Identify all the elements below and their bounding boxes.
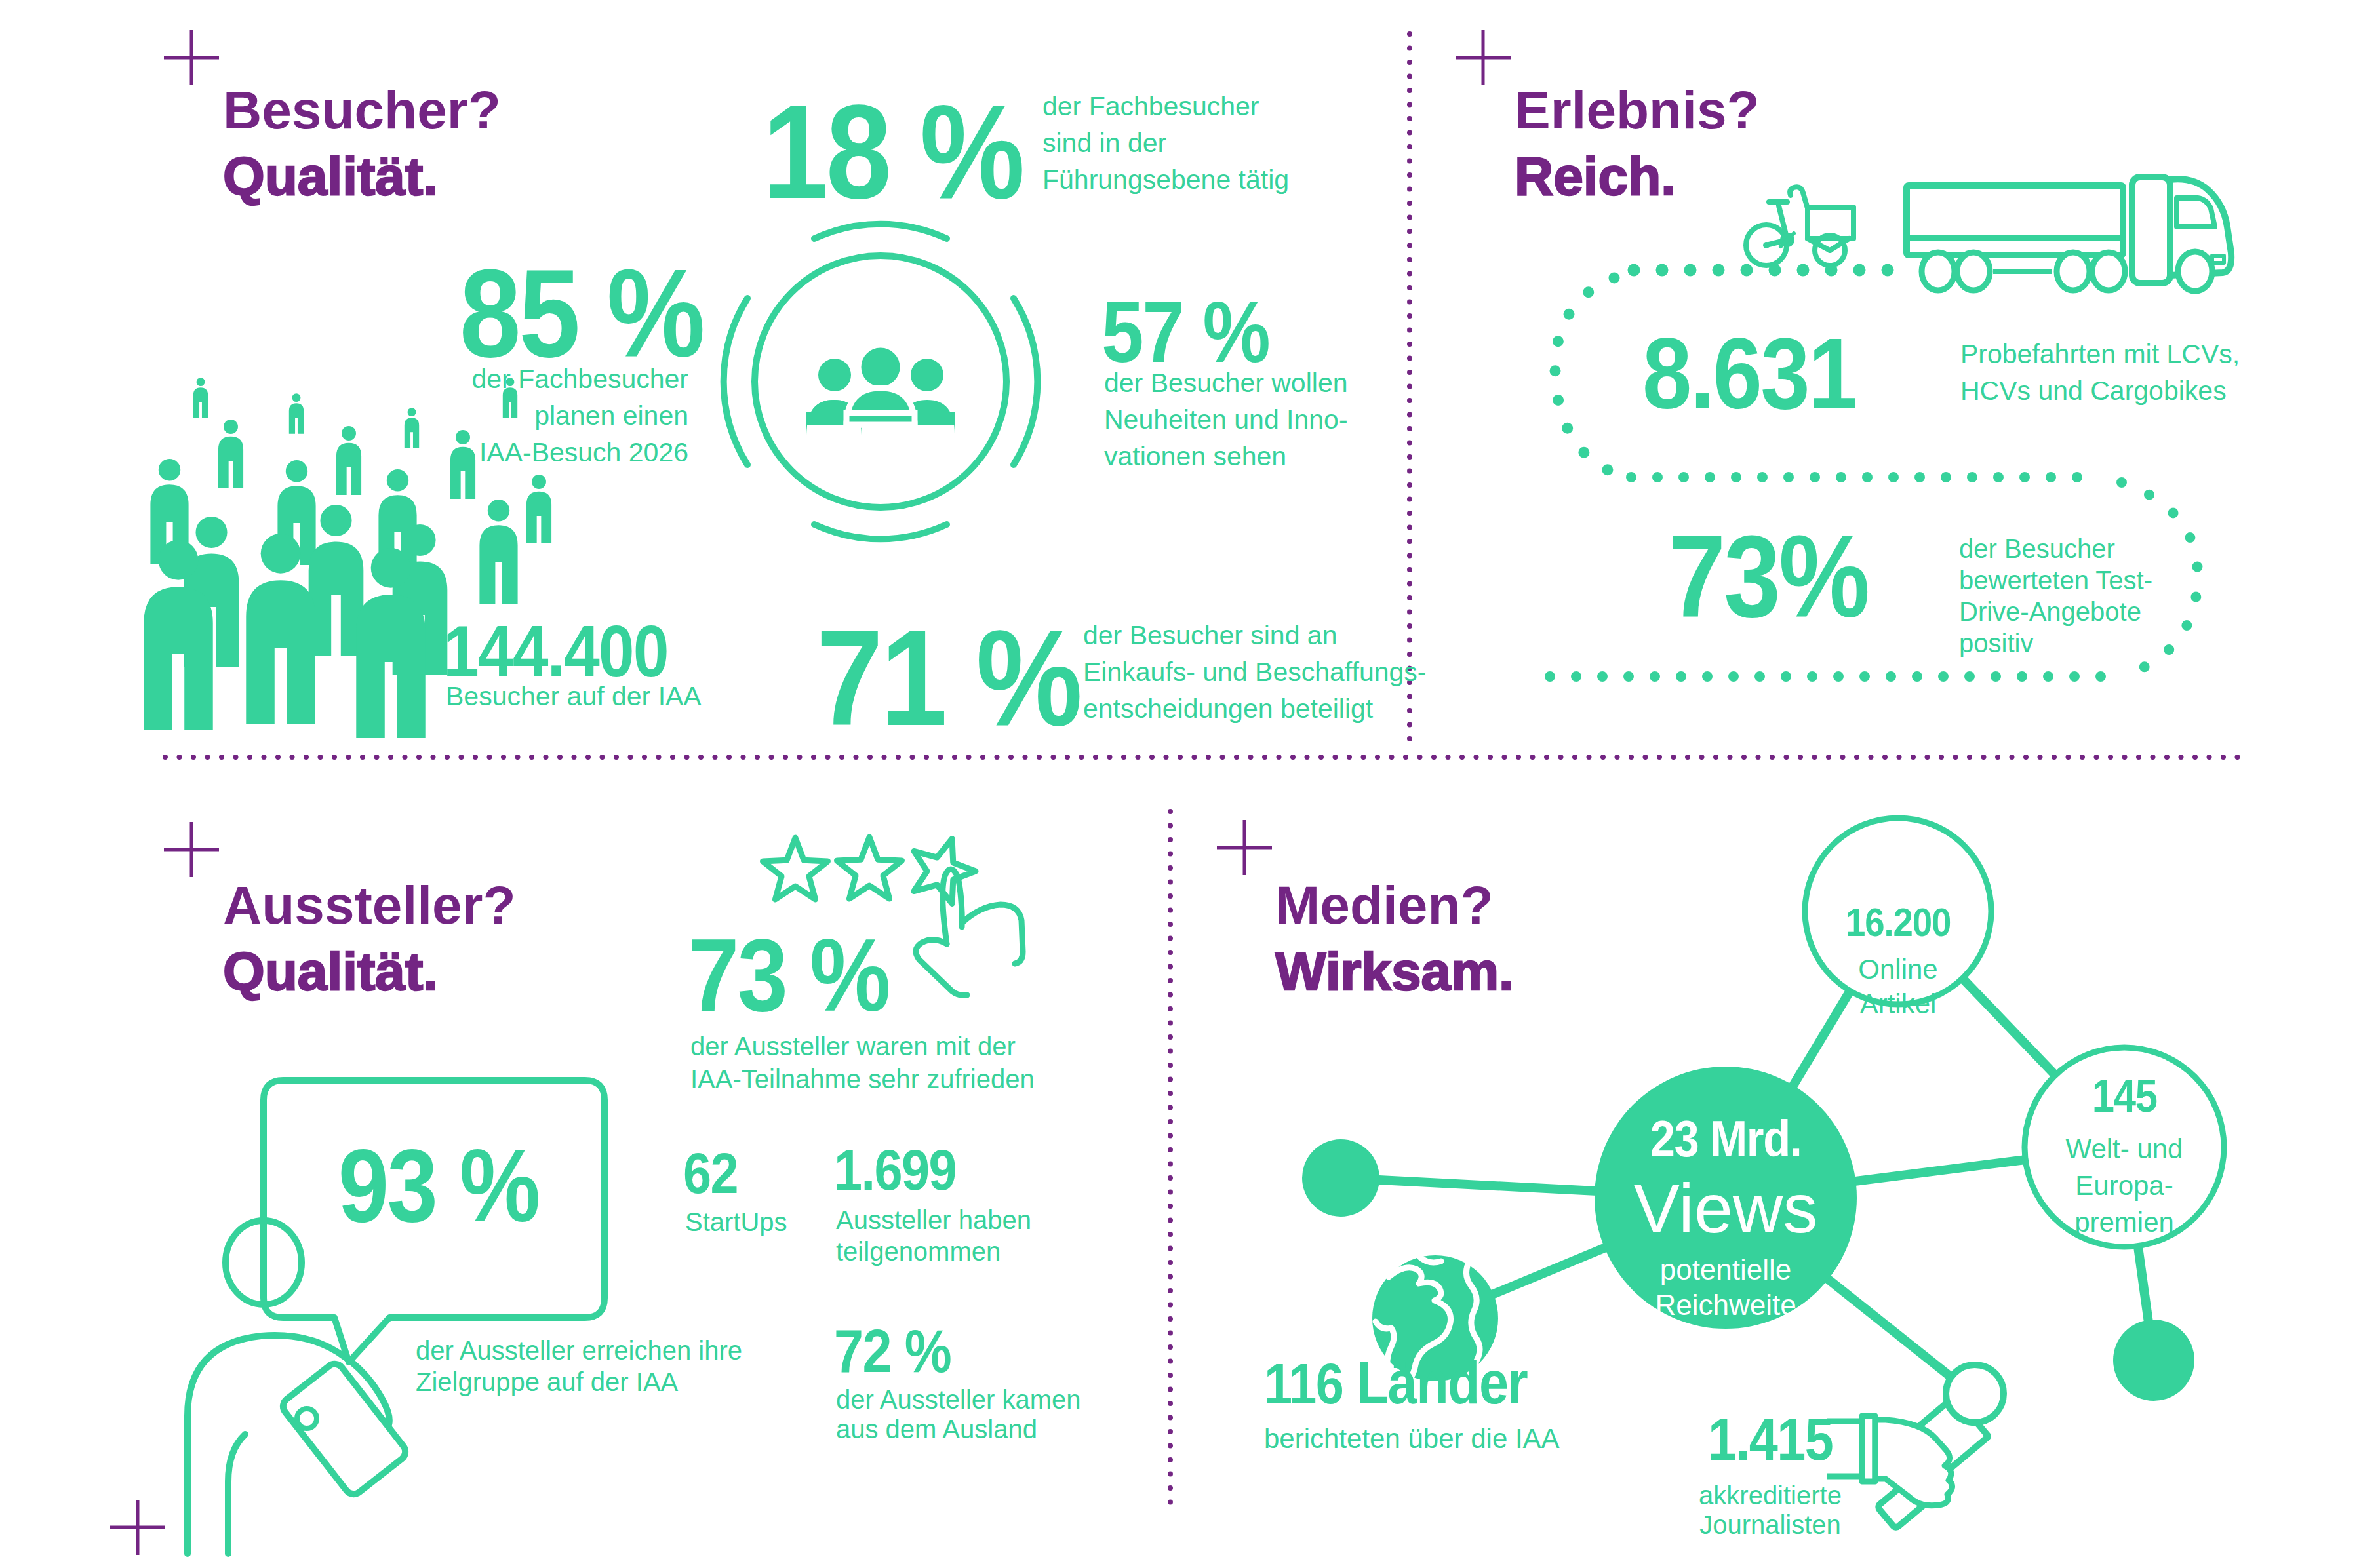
premieres-value: 145 <box>2091 1073 2156 1119</box>
visitors-section-title: Besucher? Qualität. <box>223 77 501 209</box>
stat-target-group-value: 93 % <box>338 1133 539 1237</box>
stat-target-group: 93 % <box>325 1133 547 1237</box>
section-answer: Qualität. <box>223 143 501 209</box>
stat-total-visitors-desc: Besucher auf der IAA <box>446 678 702 715</box>
network-node-dot <box>1302 1139 1379 1217</box>
stat-purchasing-value: 71 % <box>816 610 1080 746</box>
countries-value: 116 <box>1264 1355 1343 1413</box>
stat-satisfied-desc: der Aussteller waren mit der IAA-Teilnah… <box>690 1030 1035 1095</box>
stat-purchasing-desc: der Besucher sind an Einkaufs- und Besch… <box>1083 617 1426 727</box>
online-articles-value: 16.200 <box>1846 902 1951 943</box>
section-question: Aussteller? <box>223 872 516 938</box>
stat-leaders-desc: der Fachbesucher sind in der Führungsebe… <box>1042 88 1289 198</box>
stat-satisfied-value: 73 % <box>688 923 889 1027</box>
stat-startups-desc: StartUps <box>685 1206 787 1238</box>
countries-text: 116 Länder berichteten über die IAA <box>1264 1344 1560 1455</box>
plus-icon <box>110 1500 165 1555</box>
person-tablet-icon <box>188 1221 409 1554</box>
stat-total-exhibitors-value: 1.699 <box>834 1141 956 1199</box>
views-desc: potentielle Reichweite <box>1595 1252 1857 1323</box>
journalists-value: 1.415 <box>1708 1410 1833 1469</box>
network-node-dot <box>2113 1320 2194 1401</box>
stat-plan2026: 85 % <box>426 250 688 376</box>
stat-plan2026-value: 85 % <box>460 250 704 376</box>
plus-icon <box>164 822 219 877</box>
section-answer: Reich. <box>1515 143 1760 209</box>
plus-icon <box>164 30 219 85</box>
infographic-page: Besucher? Qualität. 18 % der Fachbesuche… <box>0 0 2359 1568</box>
online-articles-desc: Online Artikel <box>1806 952 1990 1021</box>
section-answer: Qualität. <box>223 938 516 1004</box>
stat-innovations-desc: der Besucher wollen Neuheiten und Inno- … <box>1104 364 1348 475</box>
premieres-text: 145 Welt- und Europa- premien <box>2032 1073 2216 1241</box>
cargo-bike-icon <box>1746 187 1854 265</box>
section-question: Besucher? <box>223 77 501 143</box>
media-section-title: Medien? Wirksam. <box>1275 872 1514 1004</box>
stat-leaders-value: 18 % <box>763 84 1023 218</box>
background-graphics <box>0 0 2359 1568</box>
stat-innovations-value: 57 % <box>1101 289 1269 376</box>
stat-total-exhibitors-desc: Aussteller haben teilgenommen <box>836 1204 1031 1267</box>
stat-foreign-desc: der Aussteller kamen aus dem Ausland <box>836 1385 1081 1444</box>
section-question: Erlebnis? <box>1515 77 1760 143</box>
section-answer: Wirksam. <box>1275 938 1514 1004</box>
stat-testdrive-positive-value: 73% <box>1669 519 1868 635</box>
truck-icon <box>1907 177 2231 291</box>
stat-testdrive-positive-desc: der Besucher bewerteten Test- Drive-Ange… <box>1959 533 2152 659</box>
stat-target-group-desc: der Aussteller erreichen ihre Zielgruppe… <box>416 1335 742 1398</box>
stat-foreign-value: 72 % <box>834 1321 951 1381</box>
premieres-desc: Welt- und Europa- premien <box>2032 1131 2216 1241</box>
stat-startups-value: 62 <box>683 1145 738 1202</box>
journalists-text: 1.415 akkreditierte Journalisten <box>1665 1410 1875 1540</box>
audience-circle-icon <box>724 224 1038 539</box>
countries-label: Länder <box>1357 1352 1527 1413</box>
views-bubble-text: 23 Mrd. Views potentielle Reichweite <box>1595 1113 1857 1323</box>
stat-testdrives-desc: Probefahrten mit LCVs, HCVs und Cargobik… <box>1960 336 2240 409</box>
stat-testdrives-value: 8.631 <box>1642 323 1856 424</box>
online-articles-text: 16.200 Online Artikel <box>1806 902 1990 1021</box>
journalists-desc: akkreditierte Journalisten <box>1665 1481 1875 1540</box>
views-value: 23 Mrd. <box>1650 1113 1802 1164</box>
section-question: Medien? <box>1275 872 1514 938</box>
stat-plan2026-desc: der Fachbesucher planen einen IAA-Besuch… <box>426 361 688 471</box>
views-label: Views <box>1595 1173 1857 1243</box>
plus-icon <box>1456 30 1511 85</box>
plus-icon <box>1217 820 1272 875</box>
plus-markers <box>110 30 1511 1555</box>
exhibitors-section-title: Aussteller? Qualität. <box>223 872 516 1004</box>
experience-section-title: Erlebnis? Reich. <box>1515 77 1760 209</box>
countries-desc: berichteten über die IAA <box>1264 1423 1560 1455</box>
